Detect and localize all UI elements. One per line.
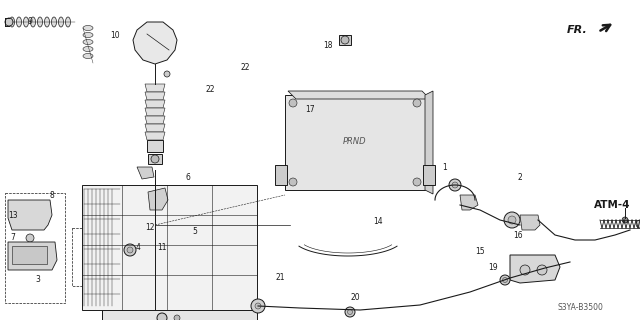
Text: 10: 10 <box>110 30 120 39</box>
Circle shape <box>127 247 133 253</box>
Polygon shape <box>145 108 165 116</box>
Ellipse shape <box>83 39 93 44</box>
Circle shape <box>26 234 34 242</box>
Circle shape <box>348 309 353 315</box>
Circle shape <box>504 212 520 228</box>
Polygon shape <box>8 200 52 230</box>
Bar <box>5 193 65 303</box>
Text: 22: 22 <box>205 85 215 94</box>
Text: ATM-4: ATM-4 <box>593 200 630 210</box>
Bar <box>102 310 257 320</box>
Polygon shape <box>520 215 540 230</box>
Text: S3YA-B3500: S3YA-B3500 <box>557 303 603 313</box>
Circle shape <box>289 178 297 186</box>
Polygon shape <box>145 124 165 132</box>
Ellipse shape <box>58 17 63 27</box>
Ellipse shape <box>45 17 49 27</box>
Text: 17: 17 <box>305 106 315 115</box>
Text: 11: 11 <box>157 244 167 252</box>
Polygon shape <box>137 167 154 179</box>
Bar <box>12 246 47 264</box>
Polygon shape <box>145 116 165 124</box>
Circle shape <box>502 277 508 283</box>
Bar <box>148 154 162 164</box>
Bar <box>423 165 435 185</box>
Circle shape <box>622 217 628 223</box>
Polygon shape <box>510 255 560 283</box>
Polygon shape <box>145 132 165 140</box>
Ellipse shape <box>17 17 22 27</box>
Circle shape <box>452 182 458 188</box>
Circle shape <box>520 265 530 275</box>
Text: 18: 18 <box>323 41 333 50</box>
Polygon shape <box>145 92 165 100</box>
Polygon shape <box>8 242 57 270</box>
Circle shape <box>251 299 265 313</box>
Circle shape <box>289 99 297 107</box>
Text: 16: 16 <box>513 230 523 239</box>
Circle shape <box>508 216 516 224</box>
Circle shape <box>255 303 261 309</box>
Text: 8: 8 <box>50 190 54 199</box>
Text: 14: 14 <box>373 218 383 227</box>
Circle shape <box>413 178 421 186</box>
Text: 13: 13 <box>8 211 18 220</box>
Circle shape <box>5 18 13 26</box>
Text: 2: 2 <box>518 173 522 182</box>
Ellipse shape <box>10 17 15 27</box>
Text: 15: 15 <box>475 247 485 257</box>
Ellipse shape <box>51 17 56 27</box>
Circle shape <box>174 315 180 320</box>
Polygon shape <box>460 195 478 210</box>
Polygon shape <box>133 22 177 64</box>
Ellipse shape <box>31 17 35 27</box>
Text: 21: 21 <box>275 274 285 283</box>
Bar <box>275 165 287 185</box>
Ellipse shape <box>83 33 93 37</box>
Polygon shape <box>425 91 433 194</box>
Ellipse shape <box>38 17 42 27</box>
Circle shape <box>345 307 355 317</box>
Polygon shape <box>145 84 165 92</box>
Text: 5: 5 <box>193 228 197 236</box>
Circle shape <box>164 71 170 77</box>
Polygon shape <box>288 91 430 99</box>
Circle shape <box>413 99 421 107</box>
Circle shape <box>151 155 159 163</box>
Bar <box>339 35 351 45</box>
Circle shape <box>124 244 136 256</box>
Text: 12: 12 <box>145 223 155 233</box>
Ellipse shape <box>24 17 29 27</box>
Ellipse shape <box>83 46 93 52</box>
Text: 19: 19 <box>488 263 498 273</box>
Circle shape <box>157 313 167 320</box>
Circle shape <box>341 36 349 44</box>
Text: PRND: PRND <box>343 138 367 147</box>
Text: 4: 4 <box>136 244 140 252</box>
Text: 3: 3 <box>36 276 40 284</box>
Circle shape <box>500 275 510 285</box>
Circle shape <box>449 179 461 191</box>
Polygon shape <box>82 185 257 310</box>
Bar <box>147 140 163 152</box>
Bar <box>72 228 177 286</box>
Text: 7: 7 <box>11 234 15 243</box>
Text: 9: 9 <box>28 18 33 27</box>
Text: 22: 22 <box>240 63 250 73</box>
Ellipse shape <box>83 53 93 59</box>
Text: 6: 6 <box>186 173 191 182</box>
Circle shape <box>537 265 547 275</box>
Polygon shape <box>145 100 165 108</box>
Text: 1: 1 <box>443 164 447 172</box>
Ellipse shape <box>83 26 93 30</box>
Circle shape <box>636 220 640 228</box>
Text: 20: 20 <box>350 293 360 302</box>
Ellipse shape <box>65 17 70 27</box>
Text: FR.: FR. <box>567 25 588 35</box>
Polygon shape <box>148 188 168 210</box>
Polygon shape <box>285 95 425 190</box>
